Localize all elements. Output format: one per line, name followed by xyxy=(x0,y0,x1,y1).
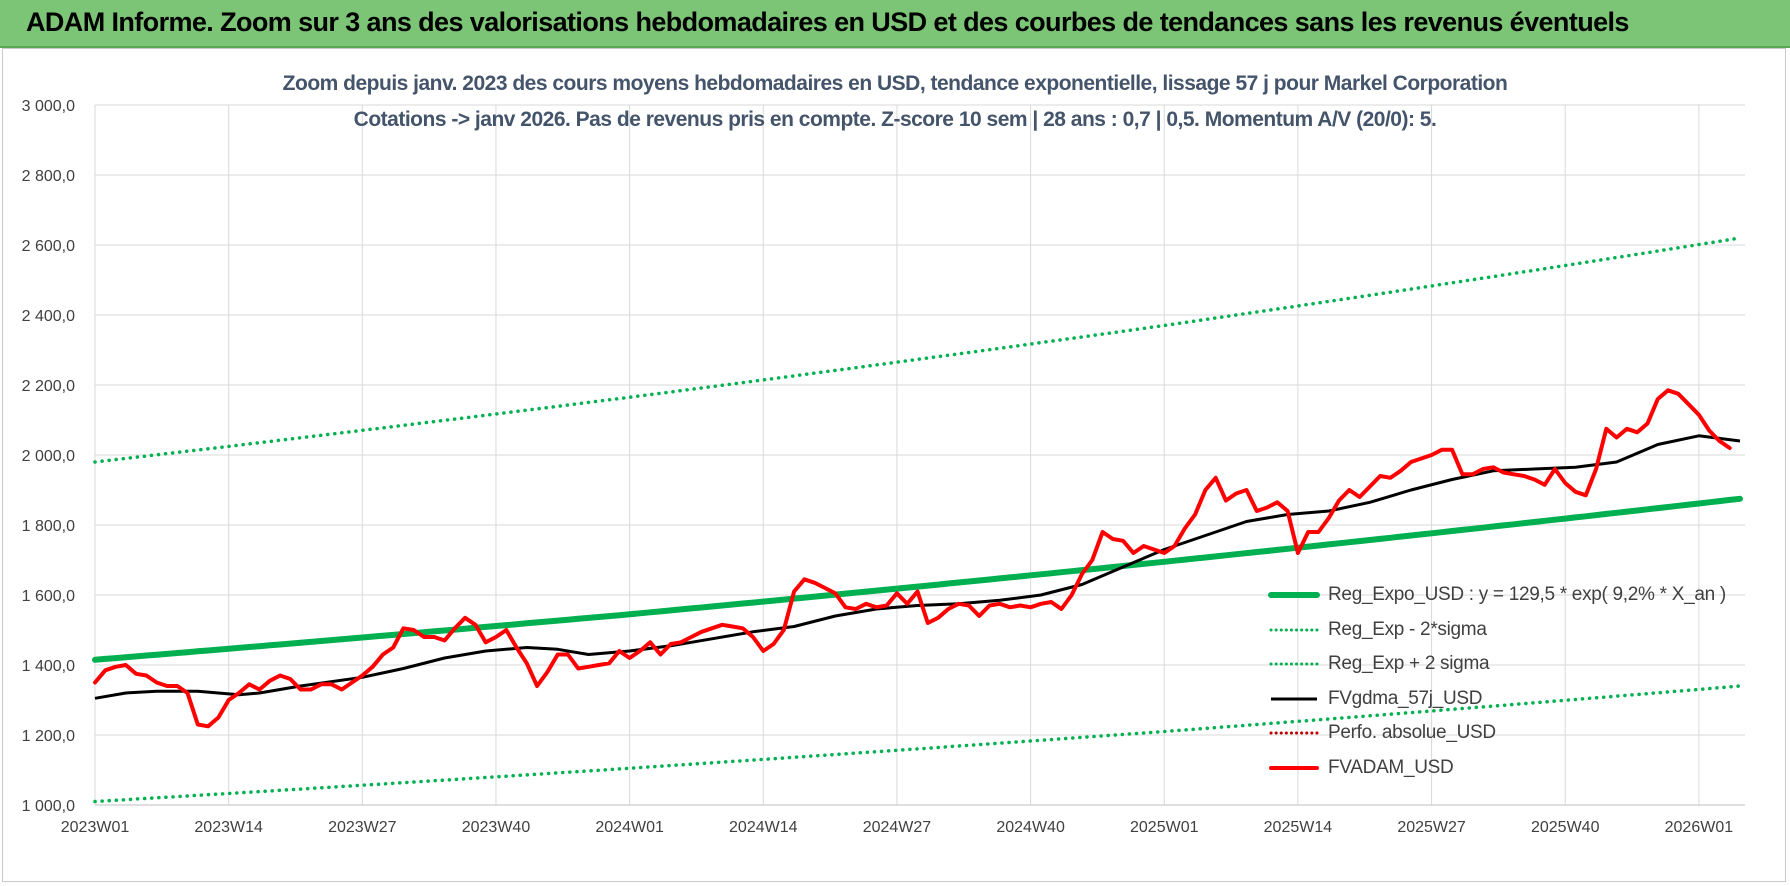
x-tick-label: 2024W40 xyxy=(996,819,1065,836)
series-line-1 xyxy=(93,684,1742,804)
x-tick-label: 2025W40 xyxy=(1531,819,1600,836)
series-line-3 xyxy=(94,434,1741,700)
x-tick-label: 2023W27 xyxy=(328,819,397,836)
legend-label: Reg_Expo_USD : y = 129,5 * exp( 9,2% * X… xyxy=(1328,584,1726,606)
x-tick-label: 2023W01 xyxy=(61,819,130,836)
legend-item: FVADAM_USD xyxy=(1268,751,1726,786)
legend-item: Perfo. absolue_USD xyxy=(1268,716,1726,751)
x-tick-label: 2026W01 xyxy=(1665,819,1734,836)
chart-legend: Reg_Expo_USD : y = 129,5 * exp( 9,2% * X… xyxy=(1268,578,1726,785)
legend-label: FVgdma_57j_USD xyxy=(1328,687,1483,709)
y-tick-label: 1 800,0 xyxy=(22,518,75,535)
chart-title-line1: Zoom depuis janv. 2023 des cours moyens … xyxy=(282,72,1508,95)
x-tick-label: 2023W40 xyxy=(462,819,531,836)
chart-title-line2: Cotations -> janv 2026. Pas de revenus p… xyxy=(353,108,1437,131)
y-tick-label: 1 600,0 xyxy=(22,588,75,605)
x-tick-label: 2025W27 xyxy=(1397,819,1466,836)
legend-item: Reg_Exp + 2 sigma xyxy=(1268,647,1726,682)
y-tick-label: 1 400,0 xyxy=(22,658,75,675)
legend-key xyxy=(1268,726,1320,740)
legend-key xyxy=(1268,761,1320,775)
banner: ADAM Informe. Zoom sur 3 ans des valoris… xyxy=(0,0,1790,48)
chart-frame xyxy=(2,48,1786,882)
legend-label: FVADAM_USD xyxy=(1328,756,1454,778)
y-tick-label: 1 000,0 xyxy=(22,798,75,815)
legend-item: Reg_Exp - 2*sigma xyxy=(1268,613,1726,648)
x-tick-label: 2025W14 xyxy=(1264,819,1333,836)
legend-key xyxy=(1268,657,1320,671)
y-tick-label: 2 600,0 xyxy=(22,238,75,255)
series-line-0 xyxy=(92,495,1743,663)
y-tick-label: 2 200,0 xyxy=(22,378,75,395)
banner-title: ADAM Informe. Zoom sur 3 ans des valoris… xyxy=(26,7,1629,37)
x-tick-label: 2025W01 xyxy=(1130,819,1199,836)
y-tick-label: 2 400,0 xyxy=(22,308,75,325)
legend-key xyxy=(1268,692,1320,706)
x-tick-label: 2024W14 xyxy=(729,819,798,836)
x-tick-label: 2023W14 xyxy=(194,819,263,836)
x-tick-label: 2024W27 xyxy=(863,819,932,836)
legend-label: Reg_Exp + 2 sigma xyxy=(1328,653,1490,675)
y-tick-label: 2 000,0 xyxy=(22,448,75,465)
y-tick-label: 2 800,0 xyxy=(22,168,75,185)
legend-label: Reg_Exp - 2*sigma xyxy=(1328,618,1487,640)
series-line-5 xyxy=(93,388,1732,729)
legend-key xyxy=(1268,588,1320,602)
legend-item: FVgdma_57j_USD xyxy=(1268,682,1726,717)
legend-item: Reg_Expo_USD : y = 129,5 * exp( 9,2% * X… xyxy=(1268,578,1726,613)
series-line-2 xyxy=(93,236,1742,464)
y-tick-label: 3 000,0 xyxy=(22,98,75,115)
y-tick-label: 1 200,0 xyxy=(22,728,75,745)
legend-key xyxy=(1268,623,1320,637)
x-tick-label: 2024W01 xyxy=(595,819,664,836)
legend-label: Perfo. absolue_USD xyxy=(1328,722,1496,744)
